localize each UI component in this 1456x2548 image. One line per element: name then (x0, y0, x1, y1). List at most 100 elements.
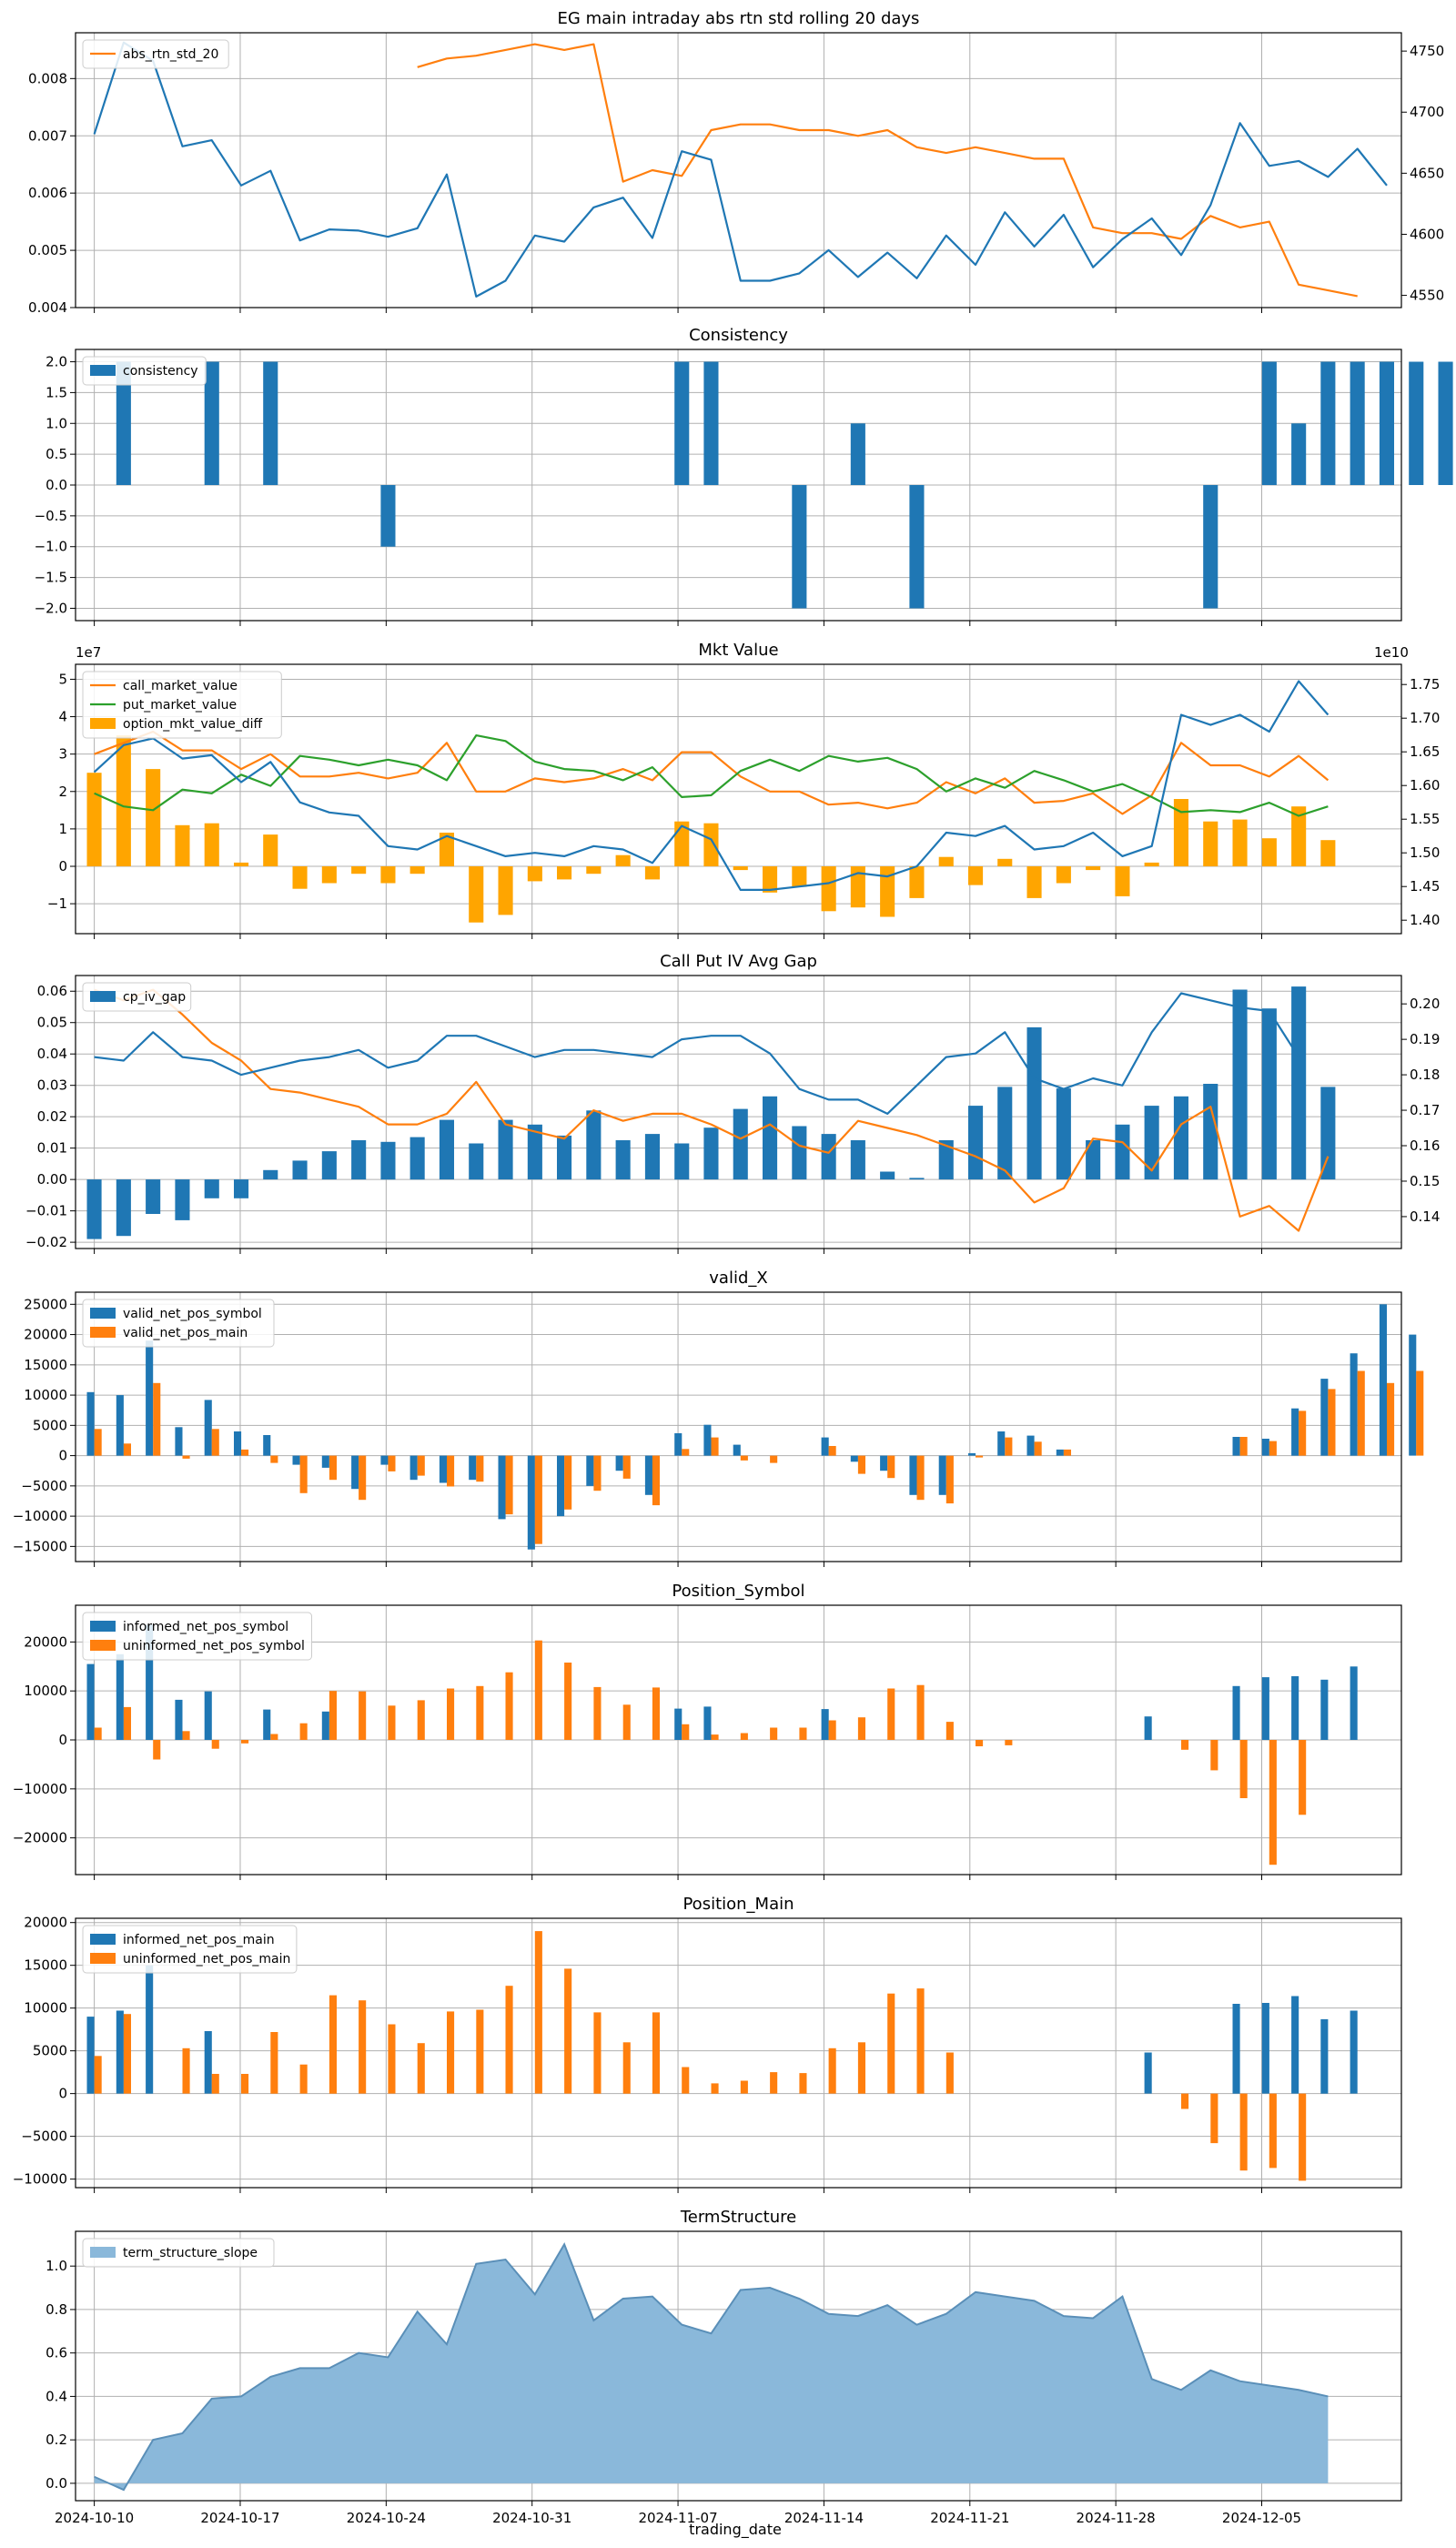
series-informed_net_pos_symbol (86, 1624, 1358, 1740)
bar (799, 1727, 807, 1740)
bar (1438, 361, 1453, 485)
bar (1232, 1437, 1240, 1456)
bar (1261, 838, 1277, 866)
bar (417, 1700, 425, 1740)
plot-frame (75, 32, 1402, 308)
y-tick-label: −1.5 (35, 570, 67, 586)
bar (945, 1722, 954, 1740)
bar (763, 1096, 778, 1180)
bar (1320, 1679, 1329, 1740)
area-line (94, 2242, 1329, 2492)
bar (116, 1179, 131, 1237)
y2-tick-label: 1.50 (1410, 844, 1440, 861)
series-line (94, 730, 1330, 815)
bar (828, 2048, 836, 2094)
y-tick-label: −10000 (13, 1508, 67, 1524)
legend-label: valid_net_pos_main (123, 1326, 248, 1340)
bar (241, 1740, 249, 1744)
bar (652, 1687, 660, 1740)
bar (505, 1672, 513, 1740)
legend: term_structure_slope (82, 2238, 275, 2268)
bar (1269, 1740, 1277, 1866)
legend-box (82, 671, 282, 739)
bar (241, 2074, 249, 2094)
bar (116, 1653, 124, 1740)
y-tick-label: 0 (58, 858, 67, 875)
series-line-2 (94, 992, 1300, 1115)
y-tick-label: 15000 (24, 1957, 67, 1974)
bar (945, 2052, 954, 2094)
bar (857, 1455, 865, 1474)
y-tick-label: 1.0 (46, 2258, 67, 2274)
y2-tick-label: 0.16 (1410, 1138, 1440, 1154)
bar (146, 1624, 154, 1740)
bar (175, 824, 190, 866)
bar (299, 1723, 308, 1740)
bar (557, 1135, 572, 1180)
y-tick-label: 0.004 (28, 299, 67, 316)
bar (439, 833, 454, 866)
bar (916, 1988, 925, 2094)
bar (1379, 1304, 1387, 1456)
y-tick-label: 0.00 (37, 1171, 67, 1188)
series-line (93, 41, 1388, 298)
bar (410, 866, 425, 875)
legend-label: term_structure_slope (123, 2246, 258, 2260)
panel-p7: Position_Main −10000 −5000 0 5000 10000 15000 2… (13, 1895, 1402, 2193)
series-uninformed_net_pos_symbol (94, 1640, 1307, 1866)
bar (916, 1684, 925, 1740)
bar (593, 1686, 602, 1740)
bar (1409, 1334, 1417, 1456)
y-tick-label: 0.005 (28, 242, 67, 258)
bar (1269, 2093, 1277, 2169)
bar (86, 1179, 102, 1239)
y-tick-label: 1 (58, 821, 67, 837)
y-tick-label: 0.03 (37, 1077, 67, 1094)
y2-tick-label: 4700 (1410, 104, 1444, 120)
bar (909, 1455, 917, 1495)
bar (564, 1968, 572, 2094)
y-tick-label: 0.5 (46, 446, 67, 462)
y-tick-label: 0.01 (37, 1140, 67, 1157)
bar (204, 2031, 212, 2094)
bar (938, 1140, 954, 1180)
x-axis-label: trading_date (689, 2521, 782, 2539)
y-tick-label: 20000 (24, 1915, 67, 1931)
bar (211, 1429, 219, 1456)
bar (292, 866, 308, 889)
y-tick-label: 0.02 (37, 1108, 67, 1125)
series-line (417, 43, 1358, 298)
bar (447, 1455, 455, 1487)
bar (439, 1455, 447, 1483)
bar (1063, 1449, 1071, 1456)
bar (857, 1717, 865, 1740)
bar (527, 866, 542, 882)
bar (711, 2083, 719, 2094)
legend-swatch (90, 365, 116, 376)
y-tick-label: 0.06 (37, 983, 67, 999)
bar (380, 1455, 389, 1465)
panel-p4: Call Put IV Avg Gap −0.02 −0.01 0.00 0.01 0.0… (25, 952, 1440, 1254)
legend: call_market_value put_market_value option_… (82, 671, 282, 739)
bar (116, 2010, 124, 2094)
bar (1350, 1353, 1358, 1456)
bar (146, 1965, 154, 2094)
bar (153, 1740, 161, 1760)
bar (123, 1706, 131, 1740)
panel-p2: Consistency −2.0 −1.5 −1.0 −0.5 0.0 0.5 1.0 1.5 2… (35, 326, 1453, 626)
bar (505, 1455, 513, 1515)
legend-label: uninformed_net_pos_symbol (123, 1639, 305, 1653)
bar (86, 773, 102, 866)
y-tick-label: −2.0 (35, 600, 67, 616)
bar (674, 821, 690, 866)
bar (263, 361, 278, 485)
legend: consistency (82, 356, 207, 386)
bar (938, 856, 954, 866)
bar (182, 1731, 190, 1740)
series-option_mkt_value_diff (86, 735, 1336, 923)
bar (204, 1400, 212, 1456)
bar (292, 1455, 300, 1465)
bar (351, 1140, 367, 1180)
legend-label: valid_net_pos_symbol (123, 1307, 262, 1321)
